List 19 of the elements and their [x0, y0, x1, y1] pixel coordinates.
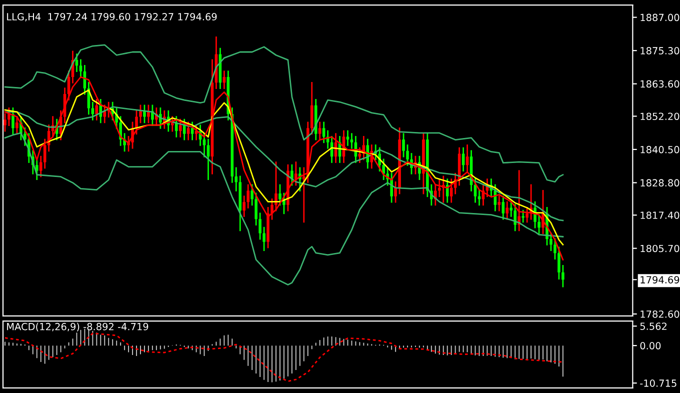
- y-tick-label: 1887.00: [640, 14, 680, 22]
- chart-title: MACD(12,26,9) -8.892 -4.719: [7, 322, 148, 332]
- y-tick-label: 1817.40: [640, 212, 680, 219]
- y-tick-label: 1875.30: [640, 47, 680, 54]
- y-tick-label: 1782.60: [640, 310, 680, 318]
- y-tick-label: 0.00: [640, 342, 661, 350]
- line-series: [4, 44, 564, 183]
- y-tick-label: 1852.20: [640, 112, 680, 120]
- line-series: [4, 332, 564, 382]
- y-tick-label: 1794.69: [640, 276, 680, 284]
- line-series: [4, 106, 564, 222]
- y-tick-label: 1828.80: [640, 179, 680, 187]
- y-tick-label: 1840.50: [640, 146, 680, 154]
- text: LLG,H4 1797.24 1799.60 1792.27 1794.69: [7, 13, 217, 22]
- line-series: [4, 89, 564, 246]
- y-tick-label: 1863.60: [640, 80, 680, 88]
- y-tick-label: 1805.70: [640, 244, 680, 252]
- y-tick-label: 5.562: [640, 322, 666, 330]
- y-tick-label: -10.715: [640, 380, 676, 387]
